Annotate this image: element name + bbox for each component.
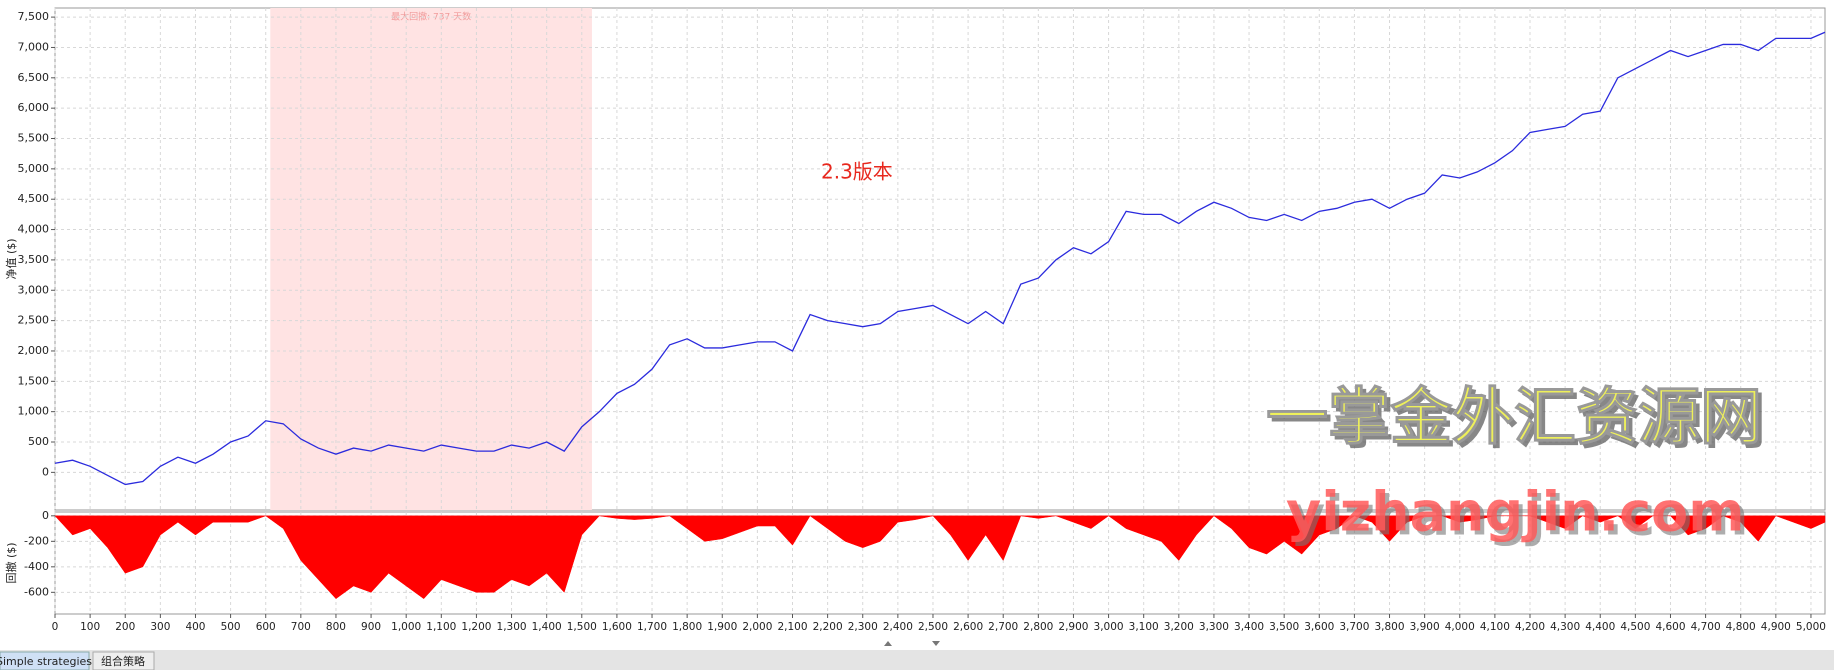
watermark-shadow: 一掌金外汇资源网	[1270, 384, 1766, 457]
watermark-url: yizhangjin.com	[1286, 481, 1744, 544]
highlight-region	[270, 8, 592, 510]
drawdown-area	[54, 515, 1826, 600]
watermark-shadow: yizhangjin.com	[1290, 485, 1748, 548]
x-tick-label: 700	[291, 621, 311, 633]
annotation: 最大回撤: 737 天数	[391, 11, 471, 23]
x-tick-label: 1,900	[707, 621, 737, 633]
splitter-handle[interactable]	[884, 641, 940, 646]
x-tick-label: 2,600	[953, 621, 983, 633]
version-label: 2.3版本	[821, 160, 893, 184]
x-tick-label: 1,400	[532, 621, 562, 633]
y-tick-label: 6,000	[18, 101, 50, 114]
x-tick-label: 2,400	[883, 621, 913, 633]
x-tick-label: 3,000	[1094, 621, 1124, 633]
x-tick-label: 4,100	[1480, 621, 1510, 633]
x-tick-label: 500	[221, 621, 241, 633]
x-tick-label: 3,600	[1304, 621, 1334, 633]
x-tick-label: 0	[52, 621, 59, 633]
tab[interactable]	[92, 651, 155, 670]
x-tick-label: 2,300	[848, 621, 878, 633]
x-tick-label: 800	[326, 621, 346, 633]
watermark-site: 一掌金外汇资源网	[1266, 380, 1762, 453]
y-tick-label: 3,500	[18, 253, 50, 266]
x-tick-label: 3,800	[1374, 621, 1404, 633]
x-tick-label: 4,700	[1691, 621, 1721, 633]
x-tick-label: 1,000	[391, 621, 421, 633]
y-tick-label: -200	[24, 534, 49, 547]
x-tick-label: 1,600	[602, 621, 632, 633]
y-tick-label: 1,500	[18, 374, 50, 387]
y-tick-label: 5,500	[18, 132, 50, 145]
x-tick-label: 400	[185, 621, 205, 633]
x-tick-label: 3,400	[1234, 621, 1264, 633]
y-tick-label: 0	[42, 465, 49, 478]
x-tick-label: 4,300	[1550, 621, 1580, 633]
y-tick-label: 4,500	[18, 192, 50, 205]
y-axis-label: 回撤 ($)	[4, 542, 18, 583]
x-tick-label: 5,000	[1796, 621, 1826, 633]
x-tick-label: 1,700	[637, 621, 667, 633]
x-tick-label: 4,900	[1761, 621, 1791, 633]
x-tick-label: 2,800	[1023, 621, 1053, 633]
tab-label[interactable]: Simple strategies	[0, 655, 92, 668]
x-tick-label: 1,300	[497, 621, 527, 633]
x-tick-label: 4,600	[1655, 621, 1685, 633]
y-tick-label: 0	[42, 509, 49, 522]
x-tick-label: 1,200	[461, 621, 491, 633]
x-tick-label: 2,900	[1058, 621, 1088, 633]
x-tick-label: 2,100	[777, 621, 807, 633]
x-tick-label: 2,000	[742, 621, 772, 633]
y-axis-label: 净值 ($)	[4, 238, 18, 279]
y-tick-label: 3,000	[18, 283, 50, 296]
x-tick-label: 4,500	[1620, 621, 1650, 633]
y-tick-label: 7,000	[18, 40, 50, 53]
x-tick-label: 4,000	[1445, 621, 1475, 633]
tab[interactable]	[0, 651, 90, 670]
x-tick-label: 300	[150, 621, 170, 633]
x-tick-label: 100	[80, 621, 100, 633]
x-tick-label: 2,700	[988, 621, 1018, 633]
y-tick-label: -600	[24, 585, 49, 598]
x-tick-label: 3,200	[1164, 621, 1194, 633]
y-tick-label: 4,000	[18, 223, 50, 236]
tab-label[interactable]: 组合策略	[101, 654, 145, 668]
y-tick-label: 2,500	[18, 314, 50, 327]
x-tick-label: 200	[115, 621, 135, 633]
y-tick-label: 2,000	[18, 344, 50, 357]
x-tick-label: 4,400	[1585, 621, 1615, 633]
x-tick-label: 2,200	[813, 621, 843, 633]
x-tick-label: 3,100	[1129, 621, 1159, 633]
y-tick-label: -400	[24, 560, 49, 573]
x-tick-label: 4,800	[1726, 621, 1756, 633]
equity-line	[54, 31, 1826, 486]
x-tick-label: 3,700	[1339, 621, 1369, 633]
tab-bar	[0, 650, 1834, 670]
y-tick-label: 500	[28, 435, 49, 448]
x-tick-label: 600	[256, 621, 276, 633]
x-tick-label: 1,100	[426, 621, 456, 633]
y-tick-label: 6,500	[18, 71, 50, 84]
x-tick-label: 1,500	[567, 621, 597, 633]
x-tick-label: 3,300	[1199, 621, 1229, 633]
y-tick-label: 7,500	[18, 10, 50, 23]
x-tick-label: 900	[361, 621, 381, 633]
x-tick-label: 4,200	[1515, 621, 1545, 633]
x-tick-label: 1,800	[672, 621, 702, 633]
x-tick-label: 3,900	[1410, 621, 1440, 633]
y-tick-label: 5,000	[18, 162, 50, 175]
y-tick-label: 1,000	[18, 405, 50, 418]
x-tick-label: 2,500	[918, 621, 948, 633]
x-tick-label: 3,500	[1269, 621, 1299, 633]
